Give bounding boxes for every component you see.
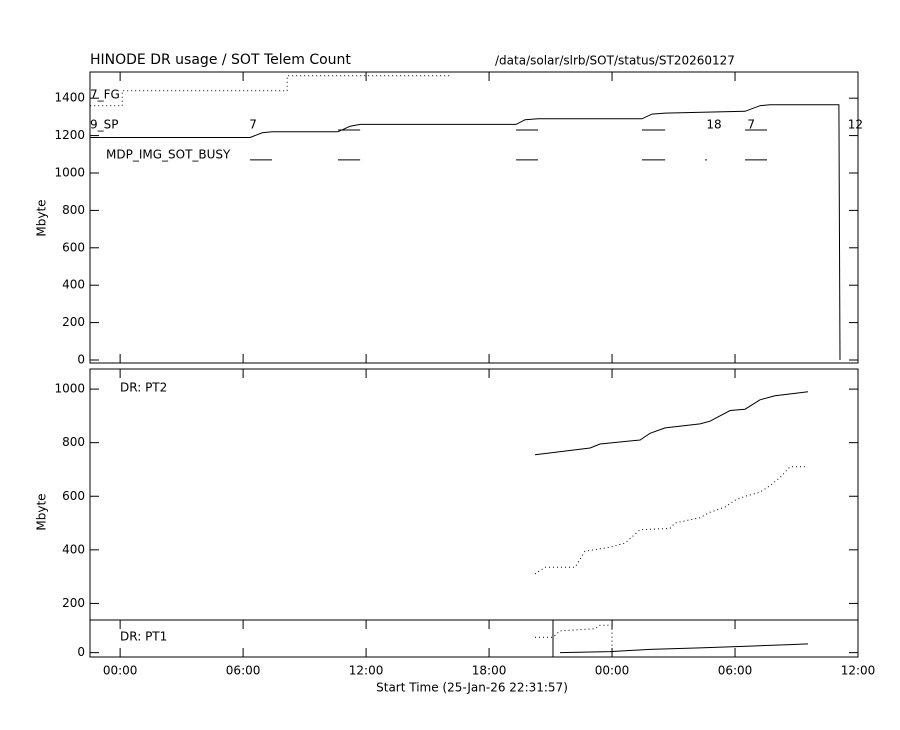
plot-frame [89, 71, 859, 364]
x-tick-label: 06:00 [226, 664, 261, 678]
y-tick-label: 200 [62, 596, 85, 610]
panel-label: DR: PT2 [120, 381, 167, 395]
series-label: 9_SP [90, 118, 119, 132]
x-axis-label: Start Time (25-Jan-26 22:31:57) [376, 681, 568, 695]
y-tick-label: 1000 [54, 165, 85, 179]
x-tick-label: 18:00 [472, 664, 507, 678]
chart-subtitle: /data/solar/slrb/SOT/status/ST20260127 [495, 54, 735, 68]
y-tick-label: 800 [62, 435, 85, 449]
y-tick-label: 1200 [54, 128, 85, 142]
y-tick-label: 400 [62, 542, 85, 556]
y-tick-label: 400 [62, 278, 85, 292]
series-line [559, 643, 809, 654]
x-tick-label: 12:00 [841, 664, 876, 678]
plot-frame [89, 368, 859, 658]
annotation: 7 [747, 118, 755, 132]
y-tick-label: 200 [62, 315, 85, 329]
chart-title: HINODE DR usage / SOT Telem Count [90, 52, 351, 68]
series-label: 7_FG [90, 88, 120, 102]
busy-label: MDP_IMG_SOT_BUSY [106, 148, 231, 162]
y-axis-label: Mbyte [35, 493, 49, 530]
y-tick-label: 0 [77, 353, 85, 367]
panel-label: DR: PT1 [120, 630, 167, 644]
y-axis-label: Mbyte [35, 199, 49, 236]
plot-frame [89, 619, 859, 658]
series-line [535, 624, 613, 657]
y-tick-label: 600 [62, 489, 85, 503]
x-tick-label: 00:00 [103, 664, 138, 678]
x-tick-label: 06:00 [718, 664, 753, 678]
series-line [534, 391, 809, 456]
y-tick-label: 0 [77, 645, 85, 659]
series-line [534, 466, 805, 575]
y-tick-label: 1400 [54, 91, 85, 105]
annotation: 12 [848, 118, 863, 132]
annotation: 7 [249, 118, 257, 132]
y-tick-label: 1000 [54, 382, 85, 396]
y-tick-label: 800 [62, 203, 85, 217]
y-tick-label: 600 [62, 240, 85, 254]
x-tick-label: 12:00 [349, 664, 384, 678]
x-tick-label: 00:00 [595, 664, 630, 678]
annotation: 18 [706, 118, 721, 132]
series-line [90, 104, 841, 361]
